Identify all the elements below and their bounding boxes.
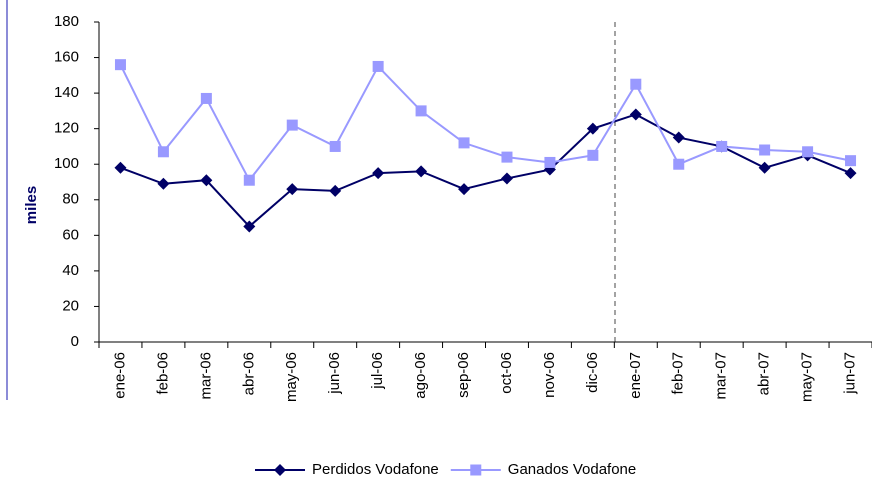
data-point: [157, 146, 169, 158]
data-point: [500, 172, 513, 185]
data-point: [329, 184, 342, 197]
y-tick-label: 120: [54, 120, 79, 137]
y-tick-label: 0: [71, 333, 79, 350]
y-tick-label: 140: [54, 84, 79, 101]
data-point: [845, 155, 857, 167]
x-tick-label: mar-07: [713, 352, 730, 400]
series-line: [119, 64, 851, 183]
x-tick-label: ene-06: [111, 352, 128, 399]
series-line: [120, 113, 851, 228]
data-point: [802, 146, 814, 158]
x-tick-label: abr-06: [240, 352, 257, 395]
data-point: [243, 220, 256, 233]
y-tick-label: 20: [62, 297, 79, 314]
data-point: [286, 119, 298, 131]
data-point: [758, 161, 771, 174]
x-tick-label: jul-06: [369, 352, 386, 390]
data-point: [286, 183, 299, 196]
data-point: [630, 78, 642, 90]
x-tick-label: ene-07: [627, 352, 644, 399]
data-point: [372, 60, 384, 72]
data-point: [114, 59, 126, 71]
x-tick-label: may-07: [799, 352, 816, 402]
data-point: [673, 158, 685, 170]
y-axis-label: miles: [23, 186, 40, 224]
x-tick-label: nov-06: [541, 352, 558, 398]
x-tick-label: feb-06: [154, 352, 171, 395]
legend-label: Perdidos Vodafone: [312, 461, 439, 478]
x-tick-label: may-06: [283, 352, 300, 402]
data-point: [243, 174, 255, 186]
y-tick-label: 160: [54, 49, 79, 66]
data-point: [586, 122, 599, 135]
x-tick-label: feb-07: [670, 352, 687, 395]
data-point: [415, 165, 428, 178]
x-tick-label: dic-06: [584, 352, 601, 393]
data-point: [759, 144, 771, 156]
data-point: [544, 156, 556, 168]
data-point: [415, 105, 427, 117]
y-tick-label: 40: [62, 262, 79, 279]
x-tick-label: mar-06: [197, 352, 214, 400]
data-point: [672, 131, 685, 144]
legend-marker: [470, 464, 482, 476]
data-point: [844, 167, 857, 180]
data-point: [200, 174, 213, 187]
x-tick-label: jun-07: [841, 352, 858, 395]
y-tick-label: 60: [62, 226, 79, 243]
x-tick-label: oct-06: [498, 352, 515, 394]
x-tick-label: jun-06: [326, 352, 343, 395]
x-tick-label: sep-06: [455, 352, 472, 398]
data-point: [372, 167, 385, 180]
y-tick-label: 100: [54, 155, 79, 172]
legend-label: Ganados Vodafone: [508, 461, 636, 478]
data-point: [458, 183, 471, 196]
data-point: [501, 151, 513, 163]
data-point: [157, 177, 170, 190]
data-point: [200, 92, 212, 104]
x-tick-label: abr-07: [756, 352, 773, 395]
data-point: [716, 140, 728, 152]
data-point: [114, 161, 127, 174]
x-tick-label: ago-06: [412, 352, 429, 399]
data-point: [458, 137, 470, 149]
data-point: [629, 108, 642, 121]
data-point: [587, 149, 599, 161]
y-tick-label: 180: [54, 13, 79, 30]
legend-marker: [274, 464, 286, 476]
data-point: [329, 140, 341, 152]
y-tick-label: 80: [62, 191, 79, 208]
